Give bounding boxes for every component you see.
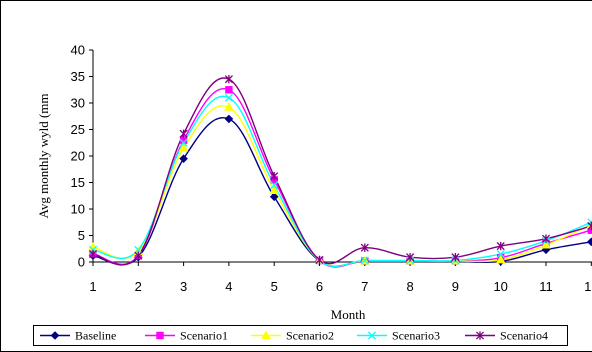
- legend-label-baseline: Baseline: [75, 329, 116, 343]
- x-axis-title: Month: [331, 307, 366, 322]
- x-tick-label: 8: [406, 279, 413, 294]
- data-point-scenario4: [224, 74, 233, 84]
- x-tick-label: 5: [271, 279, 278, 294]
- data-point-scenario3: [134, 245, 143, 254]
- legend-label-scenario2: Scenario2: [286, 329, 334, 343]
- data-point-scenario4: [541, 234, 551, 243]
- legend-marker-scenario3: [367, 331, 377, 340]
- data-point-scenario2: [224, 102, 234, 111]
- x-tick-label: 10: [493, 279, 507, 294]
- x-tick-label: 9: [452, 279, 459, 294]
- data-point-scenario3: [496, 249, 505, 259]
- legend-marker-scenario4: [475, 331, 485, 340]
- y-tick-label: 5: [78, 228, 85, 243]
- y-axis-title: Avg monthly wyld (mm: [36, 93, 51, 218]
- y-tick-label: 0: [78, 255, 85, 270]
- x-tick-label: 1: [89, 279, 96, 294]
- x-tick-label: 12: [584, 279, 592, 294]
- x-tick-label: 6: [316, 279, 323, 294]
- y-tick-label: 25: [71, 122, 85, 137]
- y-tick-label: 15: [71, 175, 85, 190]
- data-point-baseline: [179, 154, 188, 163]
- data-point-scenario3: [360, 256, 369, 265]
- legend-marker-scenario2: [261, 330, 271, 339]
- data-point-baseline: [269, 192, 279, 202]
- legend-box: [33, 325, 568, 346]
- data-point-scenario4: [406, 253, 415, 262]
- y-tick-label: 10: [71, 202, 85, 217]
- data-point-scenario3: [224, 93, 233, 102]
- data-point-scenario2: [269, 185, 280, 194]
- x-tick-label: 4: [225, 279, 232, 294]
- y-tick-label: 35: [71, 69, 85, 84]
- data-point-scenario4: [315, 255, 324, 265]
- x-tick-label: 2: [135, 279, 142, 294]
- data-point-scenario2: [495, 254, 506, 264]
- x-tick-label: 3: [180, 279, 187, 294]
- data-point-baseline: [224, 114, 234, 124]
- legend-marker-scenario1: [156, 331, 164, 340]
- legend-label-scenario4: Scenario4: [500, 329, 548, 343]
- data-point-scenario3: [270, 181, 279, 190]
- data-point-scenario2: [541, 240, 551, 249]
- data-point-scenario4: [270, 171, 279, 181]
- data-point-scenario3: [179, 138, 188, 147]
- data-point-scenario4: [496, 241, 505, 251]
- data-point-scenario4: [360, 243, 369, 252]
- y-tick-label: 40: [71, 43, 85, 58]
- y-tick-label: 30: [71, 96, 85, 111]
- data-point-scenario4: [451, 253, 460, 262]
- x-tick-label: 7: [361, 279, 368, 294]
- data-point-scenario4: [134, 251, 143, 260]
- data-point-scenario4: [179, 129, 188, 138]
- y-tick-label: 20: [71, 149, 85, 164]
- x-tick-label: 11: [539, 279, 553, 294]
- legend-marker-baseline: [50, 331, 60, 340]
- legend-label-scenario1: Scenario1: [180, 329, 228, 343]
- data-point-scenario2: [178, 143, 189, 152]
- data-point-scenario4: [88, 249, 98, 259]
- data-point-scenario4: [587, 221, 592, 231]
- data-point-baseline: [586, 237, 592, 247]
- legend: Baseline Scenario1 Scenario2 Scenario3 Scena…: [33, 325, 568, 346]
- data-point-scenario1: [225, 86, 233, 94]
- legend-label-scenario3: Scenario3: [392, 329, 440, 343]
